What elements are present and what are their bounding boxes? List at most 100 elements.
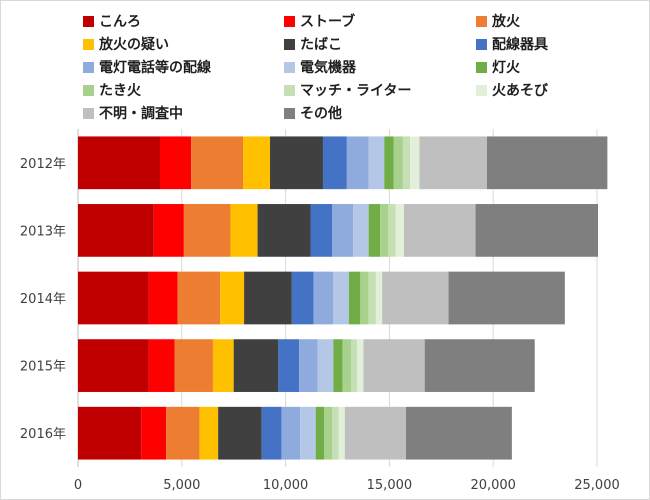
legend-swatch xyxy=(284,108,295,119)
bar-segment xyxy=(220,271,245,325)
legend-label: その他 xyxy=(300,105,342,122)
bar-segment xyxy=(419,136,487,190)
bar-segment xyxy=(177,271,221,325)
legend-swatch xyxy=(284,62,295,73)
legend-label: 不明・調査中 xyxy=(99,105,183,122)
legend-label: 灯火 xyxy=(492,59,521,76)
x-tick-label: 5,000 xyxy=(163,478,200,493)
bar-segment xyxy=(375,271,383,325)
bar-segment xyxy=(350,339,358,392)
bar-segment xyxy=(78,136,161,190)
legend-label: マッチ・ライター xyxy=(300,83,411,99)
legend-swatch xyxy=(476,39,487,50)
bar-segment xyxy=(357,339,364,392)
bar-segment xyxy=(324,406,333,460)
legend-label: 火あそび xyxy=(492,83,549,99)
y-axis: 2012年 2013年 2014年 2015年 2016年 xyxy=(20,157,66,442)
bar-segment xyxy=(281,406,301,460)
bar-segment xyxy=(424,339,535,392)
legend-swatch xyxy=(284,39,295,50)
bars xyxy=(78,136,608,460)
x-axis: 0 5,000 10,000 15,000 20,000 25,000 xyxy=(74,478,620,493)
legend-label: 放火の疑い xyxy=(98,36,169,53)
bar-segment xyxy=(410,136,420,190)
bar-segment xyxy=(332,204,354,257)
bar-segment xyxy=(317,339,334,392)
bar-segment xyxy=(174,339,213,392)
legend-swatch xyxy=(83,16,94,27)
legend-label: たばこ xyxy=(300,37,342,53)
bar-segment xyxy=(233,339,279,392)
bar-segment xyxy=(310,204,333,257)
bar-segment xyxy=(353,204,369,257)
bar-segment xyxy=(243,136,271,190)
bar-segment xyxy=(384,136,394,190)
bar-segment xyxy=(475,204,599,257)
bar-segment xyxy=(360,271,369,325)
bar-segment xyxy=(78,271,149,325)
bar-segment xyxy=(368,271,376,325)
bar-segment xyxy=(346,136,369,190)
bar-segment xyxy=(191,136,244,190)
x-tick-label: 10,000 xyxy=(263,478,309,493)
bar-segment xyxy=(183,204,231,257)
bar-segment xyxy=(368,136,385,190)
bar-segment xyxy=(160,136,192,190)
bar-segment xyxy=(315,406,325,460)
bar-segment xyxy=(406,406,512,460)
bar-segment xyxy=(448,271,565,325)
y-tick-label: 2016年 xyxy=(20,427,66,442)
legend-swatch xyxy=(83,39,94,50)
bar-segment xyxy=(78,406,142,460)
bar-segment xyxy=(299,339,318,392)
legend-label: 電気機器 xyxy=(300,59,357,76)
legend-swatch xyxy=(476,16,487,27)
bar-segment xyxy=(270,136,323,190)
x-tick-label: 20,000 xyxy=(470,478,516,493)
y-tick-label: 2015年 xyxy=(20,360,66,375)
bar-segment xyxy=(363,339,425,392)
bar-segment xyxy=(261,406,282,460)
legend-swatch xyxy=(83,85,94,96)
legend-label: ストーブ xyxy=(300,13,355,30)
bar-segment xyxy=(395,204,404,257)
bar-segment xyxy=(333,271,349,325)
bar-segment xyxy=(402,136,411,190)
bar-segment xyxy=(342,339,351,392)
legend-swatch xyxy=(476,85,487,96)
y-tick-label: 2012年 xyxy=(20,157,66,172)
bar-segment xyxy=(153,204,184,257)
bar-segment xyxy=(322,136,347,190)
bar-segment xyxy=(230,204,258,257)
x-tick-label: 0 xyxy=(74,478,82,493)
bar-segment xyxy=(393,136,403,190)
bar-segment xyxy=(380,204,389,257)
bar-segment xyxy=(313,271,334,325)
bar-segment xyxy=(338,406,345,460)
bar-segment xyxy=(244,271,292,325)
bar-segment xyxy=(291,271,314,325)
bar-segment xyxy=(218,406,262,460)
bar-segment xyxy=(148,271,178,325)
bar-segment xyxy=(368,204,381,257)
legend-label: 配線器具 xyxy=(492,36,548,53)
legend-label: たき火 xyxy=(99,83,142,99)
bar-segment xyxy=(300,406,316,460)
legend-swatch xyxy=(476,62,487,73)
legend-swatch xyxy=(284,16,295,27)
x-tick-label: 15,000 xyxy=(367,478,413,493)
legend-swatch xyxy=(83,108,94,119)
bar-segment xyxy=(403,204,476,257)
bar-segment xyxy=(348,271,361,325)
legend-label: こんろ xyxy=(99,14,141,30)
legend-label: 電灯電話等の配線 xyxy=(99,59,211,76)
bar-segment xyxy=(166,406,200,460)
x-tick-label: 25,000 xyxy=(574,478,620,493)
bar-segment xyxy=(333,339,343,392)
bar-segment xyxy=(344,406,407,460)
bar-segment xyxy=(141,406,167,460)
bar-segment xyxy=(148,339,175,392)
